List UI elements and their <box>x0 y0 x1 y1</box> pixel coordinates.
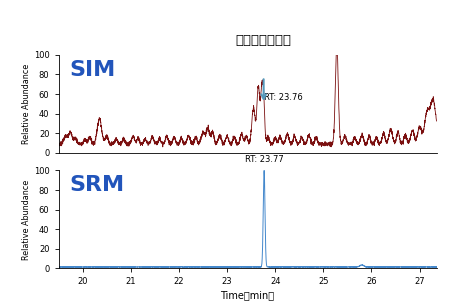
Text: RT: 23.76: RT: 23.76 <box>264 92 303 102</box>
Text: RT: 23.77: RT: 23.77 <box>245 155 284 163</box>
Text: キノキシフェン: キノキシフェン <box>236 34 292 47</box>
Y-axis label: Relative Abundance: Relative Abundance <box>22 179 31 260</box>
Text: SRM: SRM <box>70 175 125 196</box>
Y-axis label: Relative Abundance: Relative Abundance <box>22 64 31 144</box>
Text: SIM: SIM <box>70 60 116 80</box>
X-axis label: Time（min）: Time（min） <box>220 291 274 301</box>
